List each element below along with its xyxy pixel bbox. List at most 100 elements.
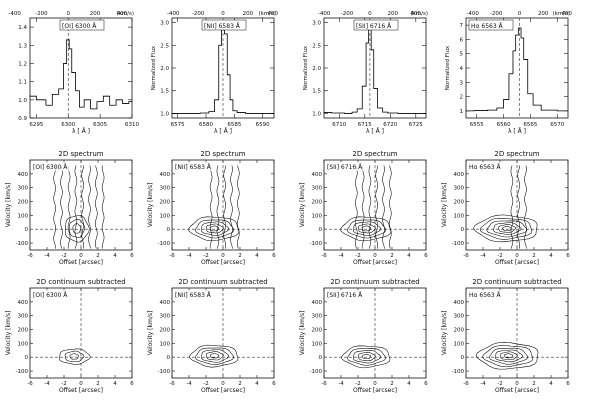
emission-contour	[195, 347, 235, 365]
y-tick-label: 1.2	[18, 61, 27, 67]
x-tick-label: 0	[221, 381, 225, 387]
line-label: [OI] 6300 Å	[33, 164, 68, 171]
panel-title: 2D spectrum	[200, 150, 245, 158]
y-tick-label: 1.0	[160, 111, 169, 117]
emission-contour	[64, 215, 90, 243]
y-axis-label: Velocity [km/s]	[299, 311, 306, 356]
x-tick-label: -2	[61, 253, 66, 259]
top-tick-label: 200	[388, 11, 399, 17]
spectrum-point	[384, 111, 386, 113]
x-tick-label: -4	[480, 253, 486, 259]
top-tick-label: 200	[243, 11, 254, 17]
top-axis-unit: (km/s)	[258, 11, 276, 17]
y-tick-label: 100	[312, 341, 323, 347]
contour-panel-8: 2D spectrum -6 -4 -2 0 2 4 6 -100 0 100 200 300 400 Of…	[441, 150, 570, 266]
y-tick-label: 1.4	[18, 25, 27, 31]
emission-contour	[205, 351, 224, 361]
continuum-contour	[517, 165, 520, 249]
spectrum-point	[379, 107, 381, 109]
line-label-box	[201, 19, 247, 31]
x-tick-label: -2	[355, 381, 360, 387]
spectrum-point	[524, 59, 526, 60]
y-tick-label: 400	[18, 172, 29, 178]
spectrum-point	[546, 109, 547, 111]
y-tick-label: 400	[454, 300, 465, 306]
y-tick-label: -100	[16, 369, 29, 375]
spectrum-point	[323, 112, 325, 113]
spectrum-point	[239, 112, 241, 113]
x-tick-label: 2	[238, 381, 242, 387]
emission-contour	[499, 351, 518, 360]
y-tick-label: 200	[312, 328, 323, 334]
x-tick-label: 6	[272, 253, 276, 259]
spectrum-point	[225, 33, 227, 35]
x-tick-label: 6	[130, 253, 134, 259]
emission-contour	[486, 220, 528, 238]
y-tick-label: 100	[18, 213, 29, 219]
y-axis-label: Velocity [km/s]	[5, 311, 12, 356]
x-tick-label: 2	[532, 381, 536, 387]
spectrum-point	[338, 112, 340, 114]
y-tick-label: 0	[167, 355, 171, 361]
spectrum-point	[425, 113, 427, 114]
x-tick-label: 2	[96, 253, 100, 259]
y-axis-label: Normalized Flux	[151, 45, 157, 90]
emission-contour	[72, 223, 81, 234]
spectrum-point	[513, 50, 515, 52]
spectrum-point	[405, 113, 406, 114]
spectrum-point	[366, 42, 368, 44]
x-tick-label: -6	[321, 381, 327, 387]
plot-frame	[465, 17, 569, 119]
continuum-contour	[88, 165, 91, 249]
emission-contour	[189, 344, 239, 368]
emission-contour	[209, 353, 220, 359]
y-axis-label: Velocity [km/s]	[441, 183, 448, 228]
panel-title: 2D spectrum	[352, 150, 397, 158]
y-axis-label: Normalized Flux	[303, 45, 309, 90]
panel-title: 2D continuum subtracted	[36, 278, 125, 286]
spectrum-point	[219, 44, 221, 46]
emission-contour	[489, 347, 529, 365]
x-axis-label: Offset [arcsec]	[353, 387, 397, 394]
x-tick-label: 6580	[199, 122, 213, 128]
x-tick-label: -2	[497, 253, 502, 259]
x-axis-label: Offset [arcsec]	[201, 387, 245, 394]
emission-contour	[352, 221, 382, 236]
x-tick-label: 6590	[256, 122, 270, 128]
y-tick-label: 200	[312, 200, 323, 206]
y-tick-label: 6	[460, 37, 464, 43]
panel-title: 2D spectrum	[58, 150, 103, 158]
x-tick-label: 6565	[523, 122, 537, 128]
spectrum-point	[250, 113, 252, 114]
x-tick-label: -6	[27, 381, 33, 387]
emission-contour	[200, 349, 230, 363]
x-tick-label: 2	[96, 381, 100, 387]
y-tick-label: 0	[167, 227, 171, 233]
continuum-contour	[74, 165, 78, 249]
x-tick-label: 6310	[125, 122, 139, 128]
emission-contour	[340, 216, 392, 242]
y-tick-label: 3.0	[160, 21, 169, 27]
y-tick-label: 300	[312, 314, 323, 320]
y-tick-label: 0.9	[18, 116, 27, 122]
spectrum-point	[118, 99, 120, 101]
spectrum-point	[372, 49, 373, 51]
y-tick-label: 300	[312, 186, 323, 192]
x-tick-label: -6	[27, 253, 33, 259]
spectrum-point	[521, 37, 523, 39]
y-axis-label: Velocity [km/s]	[147, 311, 154, 356]
y-axis-label: Normalized Flux	[445, 45, 451, 90]
top-tick-label: -400	[167, 11, 180, 17]
emission-contour	[352, 350, 382, 364]
continuum-contour	[101, 165, 105, 249]
y-tick-label: 2.5	[160, 43, 169, 49]
emission-contour	[347, 219, 387, 239]
y-tick-label: -100	[16, 241, 29, 247]
contour-panel-9: 2D continuum subtracted -6 -4 -2 0 2 4 6 -100 0 10…	[5, 278, 134, 394]
x-axis-label: Offset [arcsec]	[495, 259, 539, 266]
spectrum-point	[69, 48, 71, 50]
x-axis-label: Offset [arcsec]	[59, 259, 103, 266]
spectrum-point	[511, 73, 513, 75]
panel-title: 2D continuum subtracted	[178, 278, 267, 286]
